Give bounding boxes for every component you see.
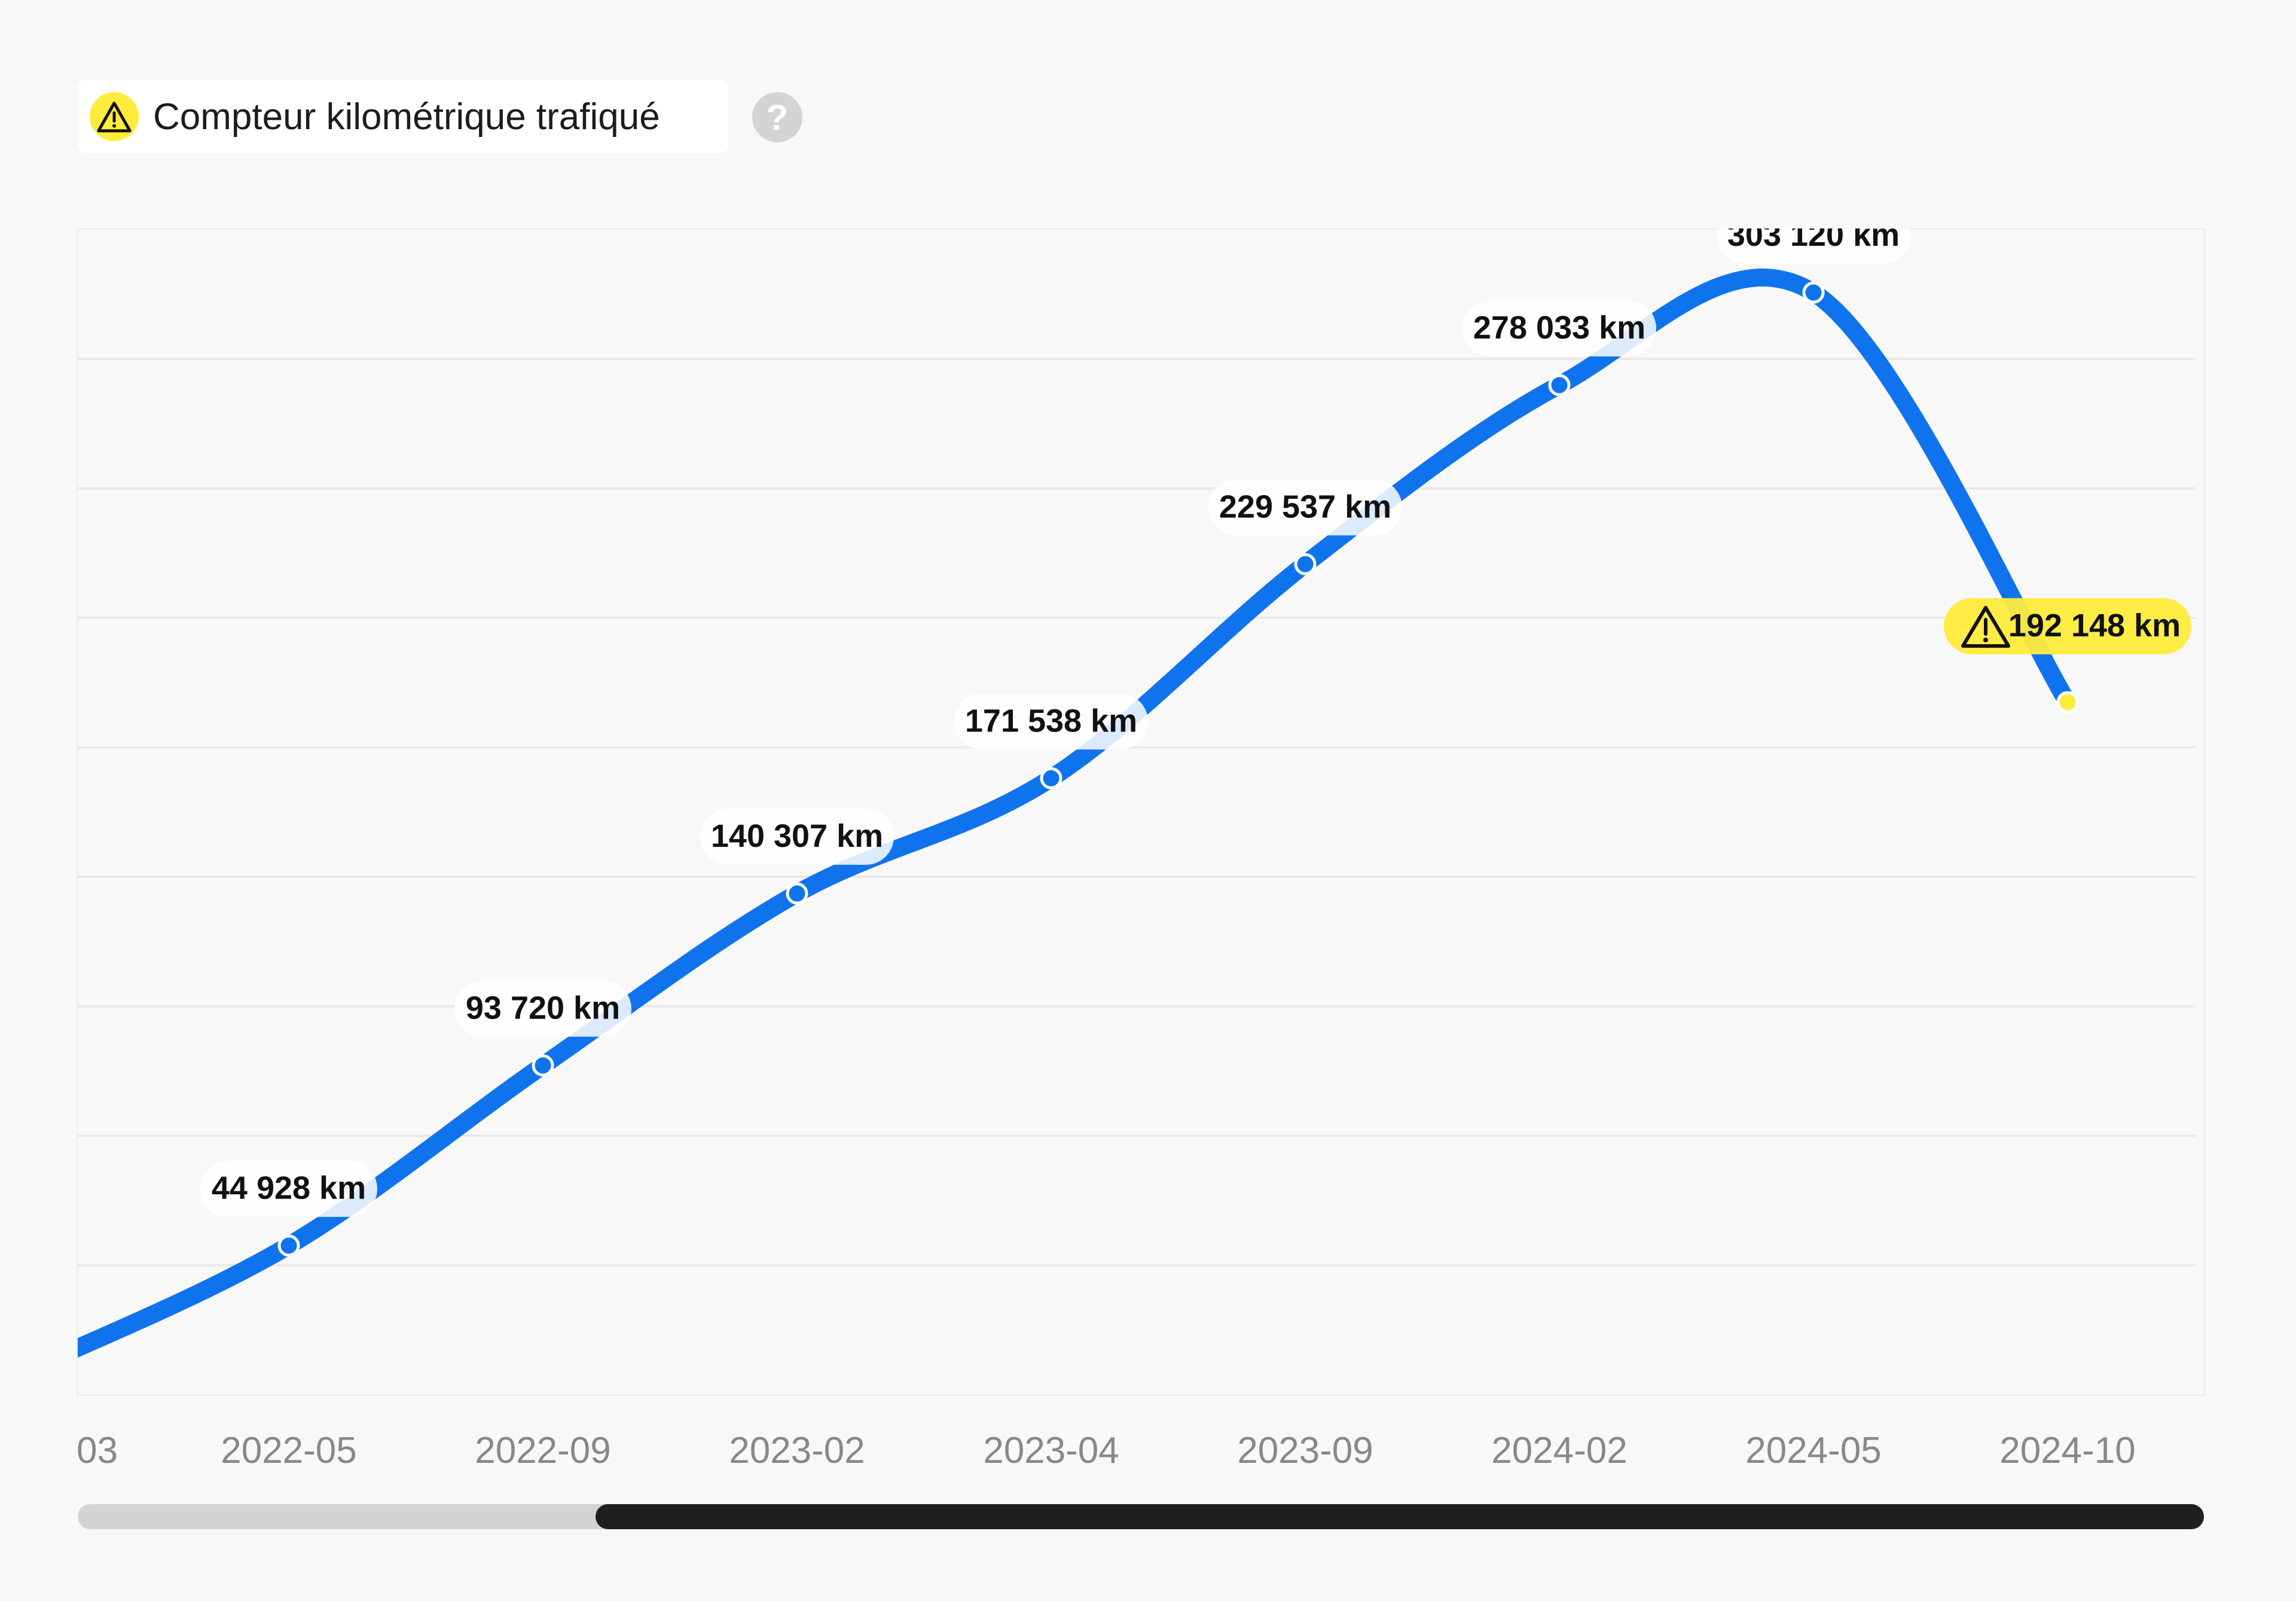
value-label-text: 93 720 km xyxy=(466,990,620,1026)
data-point[interactable] xyxy=(25,1358,44,1377)
value-label: 44 928 km xyxy=(200,1160,377,1217)
value-label: 140 307 km xyxy=(700,809,894,865)
value-label: 278 033 km xyxy=(1463,300,1656,356)
warning-icon xyxy=(1961,606,2010,648)
value-label-text: 44 928 km xyxy=(212,1170,366,1206)
chart-panel xyxy=(77,228,2205,1396)
data-point[interactable] xyxy=(532,1054,554,1077)
value-label-text: 140 307 km xyxy=(711,818,883,854)
scrollbar-thumb[interactable] xyxy=(596,1504,2204,1529)
value-label: 171 538 km xyxy=(954,693,1148,750)
data-point[interactable] xyxy=(786,882,808,905)
data-point[interactable] xyxy=(277,1234,300,1257)
data-point[interactable] xyxy=(2056,691,2079,713)
value-label-text: 192 148 km xyxy=(2008,608,2181,644)
data-point[interactable] xyxy=(1294,553,1317,575)
data-point[interactable] xyxy=(1802,281,1825,304)
grid-lines xyxy=(78,358,2196,1267)
value-label: 303 120 km xyxy=(1717,217,1910,264)
value-label-text: 303 120 km xyxy=(1727,217,1900,253)
chart-scrollbar[interactable] xyxy=(78,1504,2204,1529)
warning-icon xyxy=(90,92,139,141)
data-point[interactable] xyxy=(1548,374,1571,397)
value-label-text: km xyxy=(11,1292,58,1328)
value-label: 93 720 km xyxy=(454,980,631,1037)
alert-label: Compteur kilométrique trafiqué xyxy=(153,96,660,138)
help-icon[interactable]: ? xyxy=(752,92,802,142)
tampered-odometer-badge: Compteur kilométrique trafiqué xyxy=(78,80,728,153)
flagged-value-label: 192 148 km xyxy=(1944,598,2191,655)
data-point[interactable] xyxy=(1040,767,1062,789)
value-label: km xyxy=(5,1282,65,1338)
value-label-text: 171 538 km xyxy=(965,703,1137,739)
value-label-text: 229 537 km xyxy=(1219,489,1391,524)
value-label-text: 278 033 km xyxy=(1473,310,1645,346)
value-label: 229 537 km xyxy=(1208,479,1402,536)
